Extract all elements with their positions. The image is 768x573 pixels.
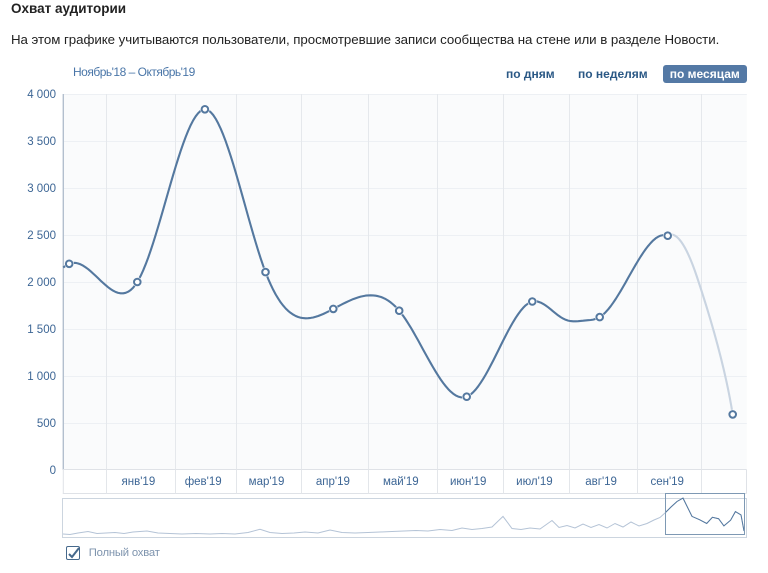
svg-text:янв'19: янв'19 xyxy=(122,476,156,488)
svg-text:1 500: 1 500 xyxy=(27,324,56,336)
svg-text:фев'19: фев'19 xyxy=(185,476,222,488)
svg-text:0: 0 xyxy=(50,465,56,477)
svg-text:3 000: 3 000 xyxy=(27,183,56,195)
svg-text:апр'19: апр'19 xyxy=(316,476,350,488)
svg-text:сен'19: сен'19 xyxy=(650,476,683,488)
svg-text:500: 500 xyxy=(37,418,56,430)
svg-text:2 000: 2 000 xyxy=(27,277,56,289)
svg-text:июн'19: июн'19 xyxy=(450,476,486,488)
svg-text:июл'19: июл'19 xyxy=(516,476,553,488)
svg-text:3 500: 3 500 xyxy=(27,136,56,148)
svg-text:2 500: 2 500 xyxy=(27,230,56,242)
svg-text:1 000: 1 000 xyxy=(27,371,56,383)
svg-text:авг'19: авг'19 xyxy=(585,476,617,488)
svg-text:4 000: 4 000 xyxy=(27,89,56,101)
svg-text:май'19: май'19 xyxy=(383,476,419,488)
svg-text:мар'19: мар'19 xyxy=(249,476,285,488)
